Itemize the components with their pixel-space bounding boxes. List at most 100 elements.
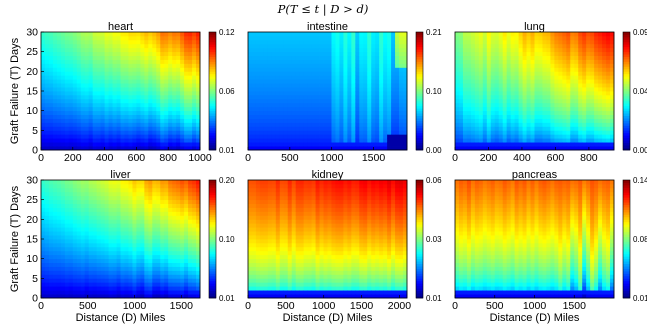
heatmap-cell bbox=[359, 110, 364, 115]
heatmap-cell bbox=[164, 146, 169, 151]
heatmap-cell bbox=[339, 59, 344, 64]
heatmap-cell bbox=[124, 126, 129, 131]
heatmap-cell bbox=[582, 35, 587, 41]
heatmap-cell bbox=[263, 71, 269, 76]
heatmap-cell bbox=[144, 47, 149, 53]
heatmap-cell bbox=[514, 91, 520, 96]
heatmap-cell bbox=[140, 195, 145, 201]
heatmap-cell bbox=[124, 290, 129, 295]
heatmap-cell bbox=[88, 254, 94, 260]
heatmap-cell bbox=[48, 270, 54, 275]
heatmap-cell bbox=[335, 43, 340, 49]
heatmap-cell bbox=[148, 47, 153, 53]
heatmap-cell bbox=[64, 118, 70, 123]
heatmap-cell bbox=[339, 146, 344, 151]
heatmap-cell bbox=[108, 211, 113, 216]
heatmap-cell bbox=[455, 130, 460, 135]
heatmap-cell bbox=[144, 142, 149, 147]
heatmap-cell bbox=[172, 294, 177, 299]
heatmap-cell bbox=[48, 126, 54, 131]
heatmap-cell bbox=[76, 239, 82, 244]
heatmap-cell bbox=[96, 32, 102, 37]
colorbar-swatch bbox=[416, 93, 423, 97]
heatmap-cell bbox=[92, 235, 98, 240]
heatmap-cell bbox=[188, 63, 193, 68]
heatmap-cell bbox=[494, 35, 500, 41]
heatmap-cell bbox=[148, 98, 153, 104]
heatmap-cell bbox=[120, 98, 125, 104]
heatmap-cell bbox=[136, 246, 141, 252]
heatmap-cell bbox=[319, 102, 324, 108]
heatmap-cell bbox=[387, 142, 392, 147]
heatmap-cell bbox=[299, 43, 305, 49]
heatmap-cell bbox=[56, 35, 62, 41]
heatmap-cell bbox=[84, 110, 90, 115]
heatmap-cell bbox=[502, 130, 508, 135]
heatmap-cell bbox=[72, 254, 78, 260]
heatmap-cell bbox=[303, 32, 309, 37]
heatmap-cell bbox=[176, 47, 181, 53]
heatmap-cell bbox=[184, 254, 189, 260]
heatmap-cell bbox=[399, 55, 404, 60]
heatmap-cell bbox=[104, 59, 109, 64]
heatmap-cell bbox=[188, 94, 193, 100]
heatmap-cell bbox=[120, 47, 125, 53]
heatmap-cell bbox=[586, 63, 591, 68]
heatmap-cell bbox=[144, 110, 149, 115]
heatmap-cell bbox=[295, 75, 301, 80]
heatmap-cell bbox=[180, 83, 185, 88]
heatmap-cell bbox=[152, 231, 157, 236]
heatmap-cell bbox=[379, 130, 384, 135]
heatmap-cell bbox=[458, 55, 464, 60]
heatmap-cell bbox=[391, 51, 396, 56]
heatmap-cell bbox=[255, 83, 261, 88]
heatmap-cell bbox=[399, 106, 404, 112]
heatmap-cell bbox=[168, 294, 173, 299]
heatmap-cell bbox=[251, 106, 257, 112]
heatmap-cell bbox=[554, 79, 559, 84]
heatmap-cell bbox=[299, 79, 305, 84]
heatmap-cell bbox=[176, 118, 181, 123]
heatmap-cell bbox=[395, 32, 400, 37]
heatmap-cell bbox=[391, 87, 396, 92]
heatmap-cell bbox=[490, 59, 496, 64]
colorbar-swatch bbox=[416, 118, 423, 121]
heatmap-cell bbox=[76, 114, 82, 119]
heatmap-cell bbox=[140, 142, 145, 147]
heatmap-cell bbox=[598, 114, 603, 119]
heatmap-cell bbox=[367, 114, 372, 119]
heatmap-cell bbox=[470, 71, 476, 76]
heatmap-cell bbox=[192, 207, 197, 212]
heatmap-cell bbox=[52, 290, 58, 295]
heatmap-cell bbox=[570, 102, 575, 108]
heatmap-cell bbox=[395, 71, 400, 76]
heatmap-cell bbox=[116, 91, 121, 96]
heatmap-cell bbox=[196, 130, 201, 135]
heatmap-cell bbox=[140, 91, 145, 96]
heatmap-cell bbox=[48, 138, 54, 143]
heatmap-cell bbox=[132, 180, 137, 185]
heatmap-cell bbox=[610, 114, 615, 119]
heatmap-cell bbox=[502, 43, 508, 49]
heatmap-cell bbox=[188, 87, 193, 92]
heatmap-cell bbox=[470, 67, 476, 72]
heatmap-cell bbox=[335, 106, 340, 112]
heatmap-cell bbox=[271, 75, 277, 80]
heatmap-cell bbox=[112, 106, 117, 112]
heatmap-cell bbox=[60, 71, 66, 76]
heatmap-cell bbox=[490, 51, 496, 56]
heatmap-cell bbox=[335, 114, 340, 119]
heatmap-cell bbox=[586, 39, 591, 45]
heatmap-cell bbox=[315, 110, 320, 115]
heatmap-cell bbox=[160, 211, 165, 216]
heatmap-cell bbox=[574, 71, 579, 76]
colorbar-swatch bbox=[416, 137, 423, 141]
heatmap-cell bbox=[120, 142, 125, 147]
heatmap-cell bbox=[72, 39, 78, 45]
heatmap-cell bbox=[160, 199, 165, 204]
heatmap-cell bbox=[196, 71, 201, 76]
heatmap-cell bbox=[72, 282, 78, 287]
heatmap-cell bbox=[490, 32, 496, 37]
heatmap-cell bbox=[180, 126, 185, 131]
heatmap-cell bbox=[104, 258, 109, 263]
